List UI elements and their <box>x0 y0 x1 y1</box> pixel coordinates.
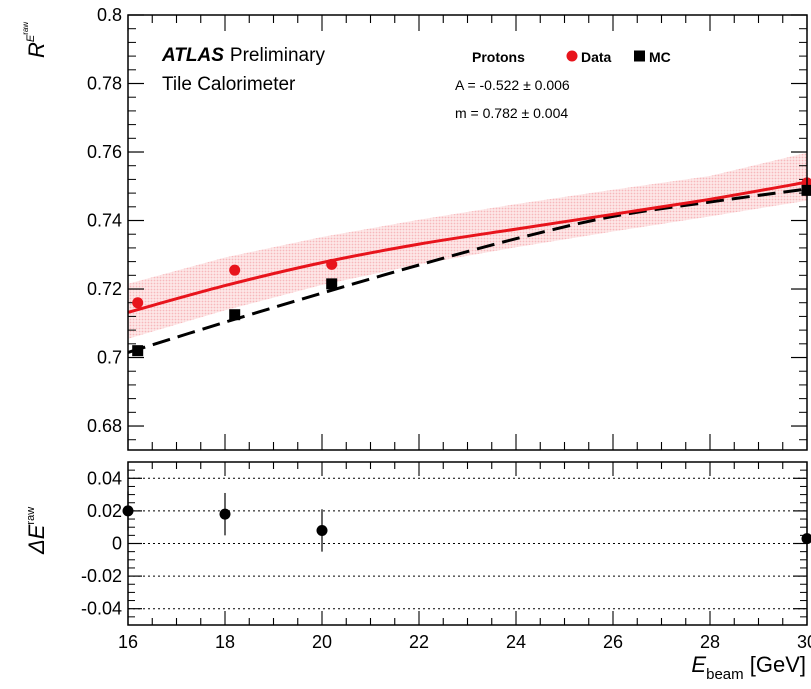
ratio-y-tick-label: 0.04 <box>87 468 122 488</box>
data-point <box>326 259 337 270</box>
x-tick-label: 16 <box>118 632 138 652</box>
main-y-axis-label: REraw <box>21 22 49 58</box>
ratio-ylabel-main: ΔE <box>24 524 49 555</box>
x-tick-label: 30 <box>797 632 811 652</box>
main-ylabel-main: R <box>24 42 49 58</box>
legend: Protons Data MC <box>472 49 671 65</box>
legend-mc-marker <box>634 51 645 62</box>
main-y-tick-label: 0.8 <box>97 5 122 25</box>
main-y-tick-label: 0.68 <box>87 416 122 436</box>
ratio-ylabel-sup: raw <box>25 507 37 525</box>
mc-point <box>132 345 143 356</box>
main-y-tick-label: 0.7 <box>97 348 122 368</box>
ratio-point <box>220 509 231 520</box>
x-tick-label: 24 <box>506 632 526 652</box>
legend-title: Protons <box>472 49 525 65</box>
ratio-points <box>123 491 811 558</box>
legend-data-marker <box>567 51 578 62</box>
main-y-tick-label: 0.74 <box>87 211 122 231</box>
svg-text:REraw: REraw <box>21 22 49 58</box>
main-y-tick-label: 0.78 <box>87 74 122 94</box>
data-point <box>132 297 143 308</box>
mc-point <box>326 278 337 289</box>
ratio-y-tick-label: 0.02 <box>87 501 122 521</box>
x-tick-labels: 16 18 20 22 24 26 28 30 <box>118 632 811 652</box>
ratio-y-tick-label: 0 <box>112 534 122 554</box>
legend-data-label: Data <box>581 49 612 65</box>
detector-label: Tile Calorimeter <box>162 74 296 95</box>
main-ylabel-supsup: raw <box>21 22 30 35</box>
ratio-y-tick-label: -0.02 <box>81 566 122 586</box>
x-tick-label: 18 <box>215 632 235 652</box>
x-tick-label: 20 <box>312 632 332 652</box>
x-axis-label: Ebeam [GeV] <box>691 652 806 683</box>
mc-point <box>229 309 240 320</box>
main-y-tick-labels: 0.8 0.78 0.76 0.74 0.72 0.7 0.68 <box>87 5 122 436</box>
ratio-point <box>317 525 328 536</box>
ratio-y-tick-label: -0.04 <box>81 599 122 619</box>
fit-parameter-A: A = -0.522 ± 0.006 <box>455 77 570 93</box>
ratio-panel: 0.04 0.02 0 -0.02 -0.04 16 18 20 22 24 26 28 30 ΔEr… <box>24 462 811 683</box>
ratio-y-tick-labels: 0.04 0.02 0 -0.02 -0.04 <box>81 468 122 618</box>
ratio-y-axis-label: ΔEraw <box>24 507 49 555</box>
main-y-tick-label: 0.72 <box>87 279 122 299</box>
fit-parameter-m: m = 0.782 ± 0.004 <box>455 105 568 121</box>
x-tick-label: 28 <box>700 632 720 652</box>
svg-text:ΔEraw: ΔEraw <box>24 507 49 555</box>
ratio-gridlines <box>128 478 807 608</box>
x-tick-label: 22 <box>409 632 429 652</box>
data-point <box>229 265 240 276</box>
x-tick-label: 26 <box>603 632 623 652</box>
main-y-tick-label: 0.76 <box>87 142 122 162</box>
legend-mc-label: MC <box>649 49 671 65</box>
